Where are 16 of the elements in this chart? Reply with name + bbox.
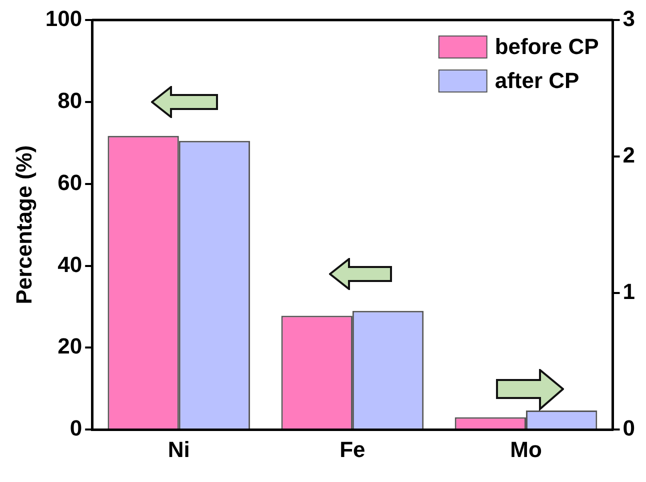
y-axis-title: Percentage (%)	[11, 145, 36, 304]
x-tick-label: Fe	[340, 436, 366, 462]
y-tick-label: 60	[58, 170, 82, 195]
legend-label: before CP	[494, 34, 599, 60]
x-tick-label: Ni	[168, 436, 190, 462]
y2-tick-label: 0	[622, 416, 636, 441]
y-tick-label: 40	[58, 252, 82, 277]
y2-tick-label: 3	[622, 6, 636, 32]
y2-tick-label: 1	[622, 279, 636, 304]
y-tick-label: 0	[70, 416, 82, 441]
y-tick-label: 100	[45, 6, 82, 32]
x-tick-label: Mo	[510, 436, 542, 462]
y-tick-label: 20	[58, 334, 82, 359]
legend-label: after CP	[494, 68, 580, 94]
y-tick-label: 80	[58, 88, 82, 113]
y2-tick-label: 2	[622, 142, 636, 168]
